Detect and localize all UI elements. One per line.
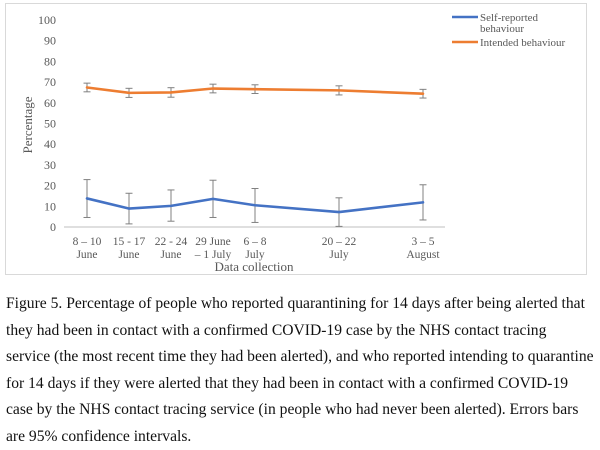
series-line [85,86,425,95]
y-tick-label: 100 [38,13,56,27]
y-tick-label: 80 [44,54,56,68]
x-tick-label: 29 June [195,236,230,248]
x-axis-label: Data collection [214,259,294,274]
legend-entry: Intended behaviour [480,37,566,49]
series-self-reported [83,179,427,227]
x-tick-label: 20 – 22 [322,236,357,248]
x-tick-label: August [406,249,440,261]
y-tick-label: 20 [44,179,56,193]
y-tick-label: 30 [44,158,56,172]
y-tick-label: 50 [44,117,56,131]
series-intended [83,82,427,99]
series-layer [83,82,427,227]
x-tick-label: 3 – 5 [412,236,435,248]
x-tick-label: June [118,249,139,261]
x-tick-label: June [160,249,181,261]
x-tick-label: June [76,249,97,261]
series-line [85,197,425,214]
x-tick-label: July [245,249,264,261]
y-axis-label: Percentage [20,96,35,153]
legend-entry: Self-reported [480,12,539,24]
x-tick-label: 6 – 8 [244,236,267,248]
x-tick-label: 15 - 17 [113,236,146,248]
y-tick-label: 70 [44,75,56,89]
y-tick-label: 60 [44,96,56,110]
y-axis: 0 10 20 30 40 50 60 70 80 90 100 [38,13,56,234]
legend-entry: behaviour [480,23,524,35]
figure-caption: Figure 5. Percentage of people who repor… [6,295,594,445]
x-tick-label: July [329,249,348,261]
x-tick-label: 22 - 24 [155,236,188,248]
chart-frame [5,3,587,275]
y-tick-label: 10 [44,199,56,213]
y-tick-label: 0 [50,220,56,234]
y-tick-label: 40 [44,137,56,151]
y-tick-label: 90 [44,34,56,48]
x-tick-label: 8 – 10 [73,236,102,248]
x-tick-label: – 1 July [194,249,232,261]
